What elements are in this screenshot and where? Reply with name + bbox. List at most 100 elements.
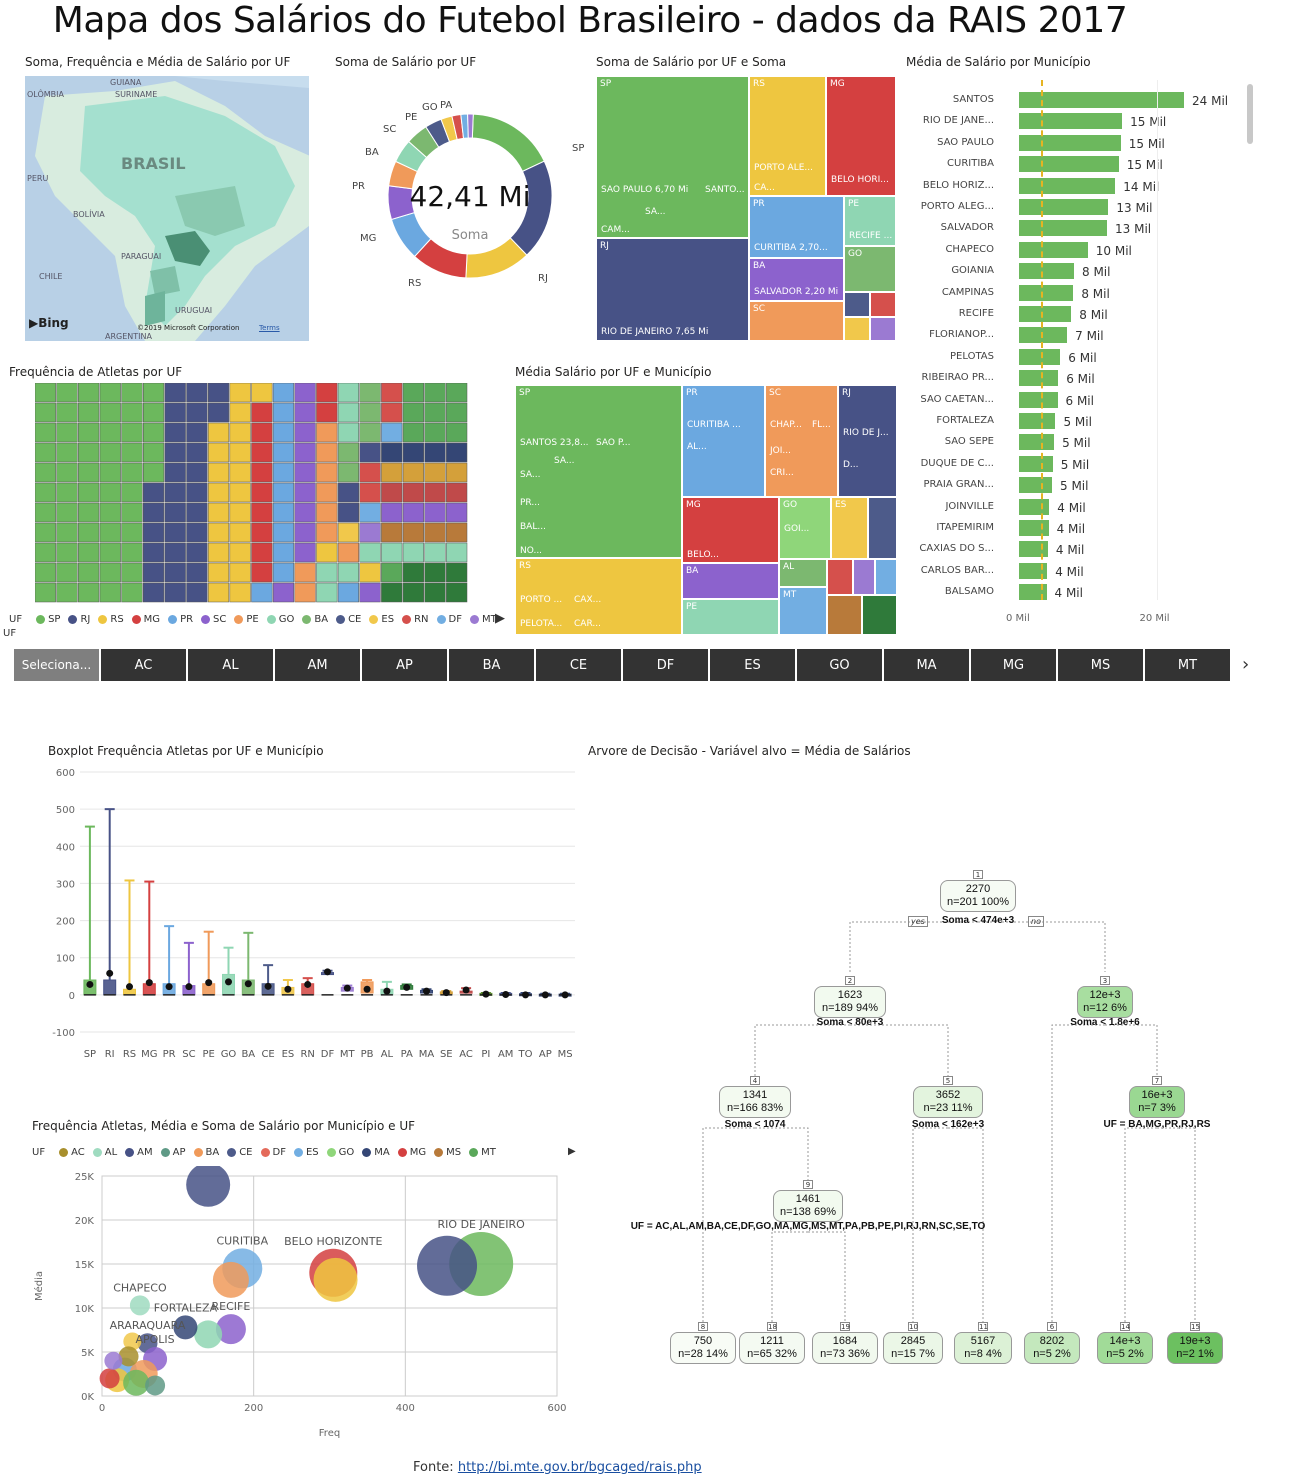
tm2-pe[interactable]: PE xyxy=(682,599,779,635)
legend-next-icon[interactable]: ▶ xyxy=(495,611,505,626)
bar[interactable] xyxy=(1019,434,1055,451)
tm2-rn[interactable] xyxy=(827,559,853,595)
bar-row[interactable]: SAO PAULO 15 Mil xyxy=(906,134,1256,152)
bar-row[interactable]: SALVADOR 13 Mil xyxy=(906,220,1256,237)
legend-item-es[interactable]: ES xyxy=(369,614,394,625)
legend-item-ba[interactable]: BA xyxy=(193,1147,219,1158)
legend-item-es[interactable]: ES xyxy=(293,1147,319,1158)
bar[interactable] xyxy=(1019,562,1048,579)
legend-item-df[interactable]: DF xyxy=(436,614,462,625)
bar-row[interactable]: CAMPINAS 8 Mil xyxy=(906,284,1256,302)
bar[interactable] xyxy=(1019,113,1123,130)
bar[interactable] xyxy=(1019,199,1109,215)
bar-row[interactable]: SAO CAETAN... 6 Mil xyxy=(906,391,1256,409)
tm1-mt[interactable] xyxy=(870,317,896,341)
bar[interactable] xyxy=(1019,413,1056,429)
tm1-pr[interactable]: PR CURITIBA 2,70... xyxy=(749,196,844,258)
tm2-mt[interactable]: MT xyxy=(779,587,827,635)
legend-item-rn[interactable]: RN xyxy=(402,614,429,625)
slicer-item-ce[interactable]: CE xyxy=(536,649,621,681)
tm1-rn[interactable] xyxy=(870,292,896,317)
bar-row[interactable]: SAO SEPE 5 Mil xyxy=(906,434,1256,451)
bar-row[interactable]: CARLOS BAR... 4 Mil xyxy=(906,562,1256,580)
legend-item-ac[interactable]: AC xyxy=(59,1147,85,1158)
slicer-item-ac[interactable]: AC xyxy=(101,649,186,681)
bar[interactable] xyxy=(1019,541,1048,558)
legend-item-sc[interactable]: SC xyxy=(201,614,226,625)
legend-item-mg[interactable]: MG xyxy=(397,1147,426,1158)
bar[interactable] xyxy=(1019,263,1074,280)
tm2-df[interactable] xyxy=(875,559,897,595)
slicer-item-go[interactable]: GO xyxy=(797,649,882,681)
tm1-pe[interactable]: PE RECIFE ... xyxy=(844,196,896,246)
bar-row[interactable]: PORTO ALEG... 13 Mil xyxy=(906,199,1256,216)
tm2-pr[interactable]: PR CURITIBA ... AL... xyxy=(682,385,765,497)
legend-item-ce[interactable]: CE xyxy=(227,1147,253,1158)
bar[interactable] xyxy=(1019,241,1088,258)
slicer-item-select[interactable]: Seleciona... xyxy=(14,649,99,681)
tm2-al[interactable]: AL xyxy=(779,559,827,587)
bar-row[interactable]: DUQUE DE C... 5 Mil xyxy=(906,455,1256,473)
legend-item-pr[interactable]: PR xyxy=(168,614,193,625)
treemap1[interactable]: SP SAO PAULO 6,70 Mi SANTO... CAM... SA.… xyxy=(596,76,896,341)
legend-item-mg[interactable]: MG xyxy=(131,614,160,625)
bar[interactable] xyxy=(1019,177,1116,194)
bar-row[interactable]: RECIFE 8 Mil xyxy=(906,306,1256,323)
tm1-sc[interactable]: SC xyxy=(749,301,844,341)
bar-row[interactable]: SANTOS 24 Mil xyxy=(906,92,1256,109)
bar-row[interactable]: CURITIBA 15 Mil xyxy=(906,156,1256,173)
slicer-item-es[interactable]: ES xyxy=(710,649,795,681)
bar-row[interactable]: BELO HORIZ... 14 Mil xyxy=(906,177,1256,195)
bar[interactable] xyxy=(1019,156,1119,173)
tm2-pa[interactable] xyxy=(862,595,897,635)
bar-row[interactable]: RIO DE JANE... 15 Mil xyxy=(906,113,1256,130)
tm2-go[interactable]: GO GOI... xyxy=(779,497,831,559)
bar[interactable] xyxy=(1019,220,1107,237)
tm1-sp[interactable]: SP SAO PAULO 6,70 Mi SANTO... CAM... SA.… xyxy=(596,76,749,238)
bar[interactable] xyxy=(1019,134,1121,151)
bar-chart[interactable]: SANTOS 24 Mil RIO DE JANE... 15 Mil SAO PAUL… xyxy=(906,80,1256,624)
uf-slicer[interactable]: Seleciona... AC AL AM AP BA CE DF ES GO MA MG MS MT xyxy=(14,649,1230,681)
bar[interactable] xyxy=(1019,92,1184,108)
tm2-sp[interactable]: SP SANTOS 23,8... SAO P... SA... SA... P… xyxy=(515,385,682,558)
tm2-ms[interactable] xyxy=(827,595,862,635)
slicer-item-ba[interactable]: BA xyxy=(449,649,534,681)
treemap2[interactable]: SP SANTOS 23,8... SAO P... SA... SA... P… xyxy=(515,385,897,635)
legend-item-rs[interactable]: RS xyxy=(98,614,124,625)
legend-item-pe[interactable]: PE xyxy=(234,614,259,625)
legend-item-mt[interactable]: MT xyxy=(469,1147,496,1158)
slicer-item-df[interactable]: DF xyxy=(623,649,708,681)
bar-row[interactable]: JOINVILLE 4 Mil xyxy=(906,498,1256,516)
tm2-ce[interactable] xyxy=(868,497,897,559)
tm1-ce[interactable] xyxy=(844,292,870,317)
legend-item-al[interactable]: AL xyxy=(92,1147,117,1158)
slicer-item-ms[interactable]: MS xyxy=(1058,649,1143,681)
bar[interactable] xyxy=(1019,370,1059,387)
legend-item-go[interactable]: GO xyxy=(266,614,294,625)
tm1-ba[interactable]: BA SALVADOR 2,20 Mi xyxy=(749,258,844,301)
bar-row[interactable]: RIBEIRAO PR... 6 Mil xyxy=(906,370,1256,387)
bar[interactable] xyxy=(1019,391,1058,408)
bar-row[interactable]: GOIANIA 8 Mil xyxy=(906,263,1256,280)
bar[interactable] xyxy=(1019,584,1047,601)
bar[interactable] xyxy=(1019,284,1074,301)
slicer-item-ma[interactable]: MA xyxy=(884,649,969,681)
bar-row[interactable]: CAXIAS DO S... 4 Mil xyxy=(906,541,1256,558)
tm2-sc[interactable]: SC CHAP... FL... JOI... CRI... xyxy=(765,385,838,497)
boxplot-chart[interactable]: 600 500 400 300 200 100 0 -100 SP RJ RS MG PR SC PE GO B… xyxy=(30,762,580,1057)
tm1-es[interactable] xyxy=(844,317,870,341)
bar[interactable] xyxy=(1019,520,1049,536)
tm2-pb[interactable] xyxy=(853,559,875,595)
legend-item-rj[interactable]: RJ xyxy=(68,614,90,625)
bar-row[interactable]: PELOTAS 6 Mil xyxy=(906,348,1256,366)
slicer-next-icon[interactable]: › xyxy=(1242,654,1250,675)
tm2-rj[interactable]: RJ RIO DE J... D... xyxy=(838,385,897,497)
bar[interactable] xyxy=(1019,477,1052,494)
map-terms-link[interactable]: Terms xyxy=(259,324,280,332)
legend-item-ap[interactable]: AP xyxy=(160,1147,186,1158)
bar-row[interactable]: FLORIANOP... 7 Mil xyxy=(906,327,1256,344)
tm1-go[interactable]: GO xyxy=(844,246,896,292)
footer-link[interactable]: http://bi.mte.gov.br/bgcaged/rais.php xyxy=(457,1460,702,1475)
tm1-rj[interactable]: RJ RIO DE JANEIRO 7,65 Mi xyxy=(596,238,749,341)
legend-item-df[interactable]: DF xyxy=(260,1147,286,1158)
